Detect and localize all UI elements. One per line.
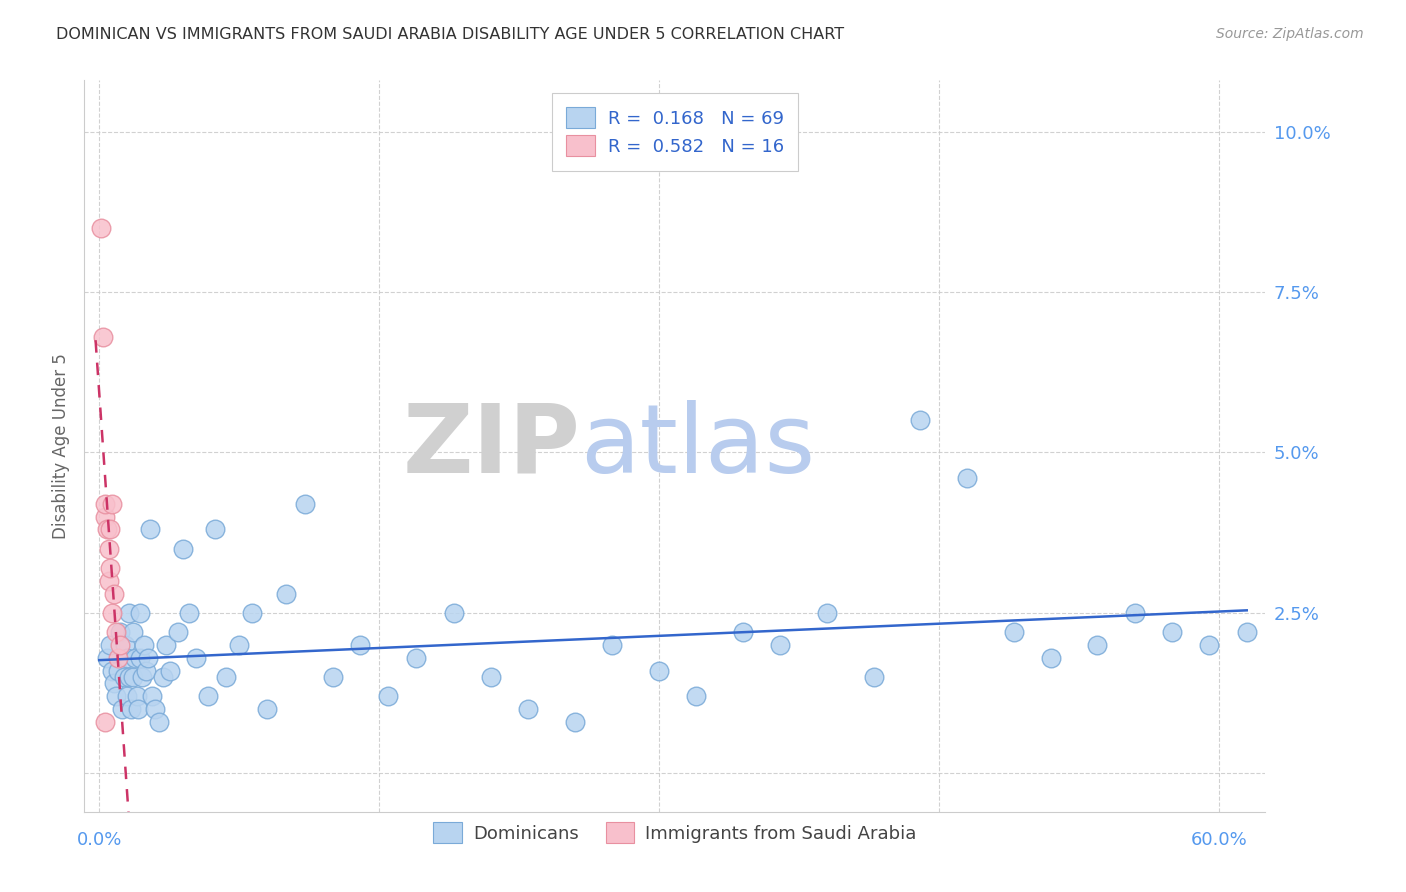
Point [90, 220, 112, 235]
Point [274, 586, 297, 600]
Point [136, 650, 159, 665]
Point [127, 702, 149, 716]
Point [197, 690, 219, 704]
Point [91, 330, 114, 344]
Point [148, 714, 170, 729]
Point [602, 638, 624, 652]
Point [815, 606, 838, 620]
Point [143, 702, 166, 716]
Point [96, 523, 118, 537]
Point [101, 606, 124, 620]
Point [97, 574, 120, 588]
Point [1123, 606, 1146, 620]
Point [1161, 625, 1184, 640]
Point [228, 638, 250, 652]
Point [117, 650, 139, 665]
Point [94, 509, 117, 524]
Point [118, 670, 141, 684]
Point [443, 606, 465, 620]
Point [141, 690, 163, 704]
Point [240, 606, 263, 620]
Point [122, 670, 145, 684]
Text: ZIP: ZIP [402, 400, 581, 492]
Text: DOMINICAN VS IMMIGRANTS FROM SAUDI ARABIA DISABILITY AGE UNDER 5 CORRELATION CHA: DOMINICAN VS IMMIGRANTS FROM SAUDI ARABI… [56, 27, 845, 42]
Point [956, 471, 979, 485]
Point [1002, 625, 1025, 640]
Point [122, 625, 145, 640]
Y-axis label: Disability Age Under 5: Disability Age Under 5 [52, 353, 70, 539]
Point [108, 638, 131, 652]
Point [517, 702, 540, 716]
Point [131, 670, 153, 684]
Point [120, 702, 142, 716]
Point [117, 690, 139, 704]
Point [204, 523, 226, 537]
Point [177, 606, 200, 620]
Point [294, 497, 316, 511]
Point [129, 606, 152, 620]
Point [564, 714, 586, 729]
Text: Source: ZipAtlas.com: Source: ZipAtlas.com [1216, 27, 1364, 41]
Point [215, 670, 238, 684]
Point [101, 497, 124, 511]
Point [731, 625, 754, 640]
Point [111, 702, 134, 716]
Point [135, 664, 157, 678]
Point [118, 606, 141, 620]
Point [94, 714, 117, 729]
Point [100, 561, 122, 575]
Point [1198, 638, 1220, 652]
Text: atlas: atlas [581, 400, 815, 492]
Point [862, 670, 884, 684]
Point [100, 638, 122, 652]
Point [103, 676, 125, 690]
Point [186, 650, 208, 665]
Point [105, 690, 128, 704]
Point [107, 664, 129, 678]
Point [129, 650, 152, 665]
Point [256, 702, 278, 716]
Point [125, 690, 148, 704]
Text: 0.0%: 0.0% [76, 831, 122, 849]
Point [114, 638, 136, 652]
Point [166, 625, 188, 640]
Point [172, 541, 194, 556]
Point [152, 670, 174, 684]
Point [138, 523, 160, 537]
Point [377, 690, 399, 704]
Point [1236, 625, 1258, 640]
Legend: Dominicans, Immigrants from Saudi Arabia: Dominicans, Immigrants from Saudi Arabia [426, 815, 924, 850]
Point [96, 650, 118, 665]
Point [405, 650, 427, 665]
Text: 60.0%: 60.0% [1191, 831, 1247, 849]
Point [100, 523, 122, 537]
Point [321, 670, 343, 684]
Point [648, 664, 671, 678]
Point [132, 638, 155, 652]
Point [155, 638, 177, 652]
Point [349, 638, 371, 652]
Point [107, 650, 129, 665]
Point [97, 541, 120, 556]
Point [103, 586, 125, 600]
Point [910, 413, 932, 427]
Point [1087, 638, 1109, 652]
Point [101, 664, 124, 678]
Point [1039, 650, 1062, 665]
Point [479, 670, 502, 684]
Point [769, 638, 792, 652]
Point [685, 690, 707, 704]
Point [94, 497, 117, 511]
Point [105, 625, 128, 640]
Point [108, 625, 131, 640]
Point [124, 650, 146, 665]
Point [112, 670, 135, 684]
Point [159, 664, 181, 678]
